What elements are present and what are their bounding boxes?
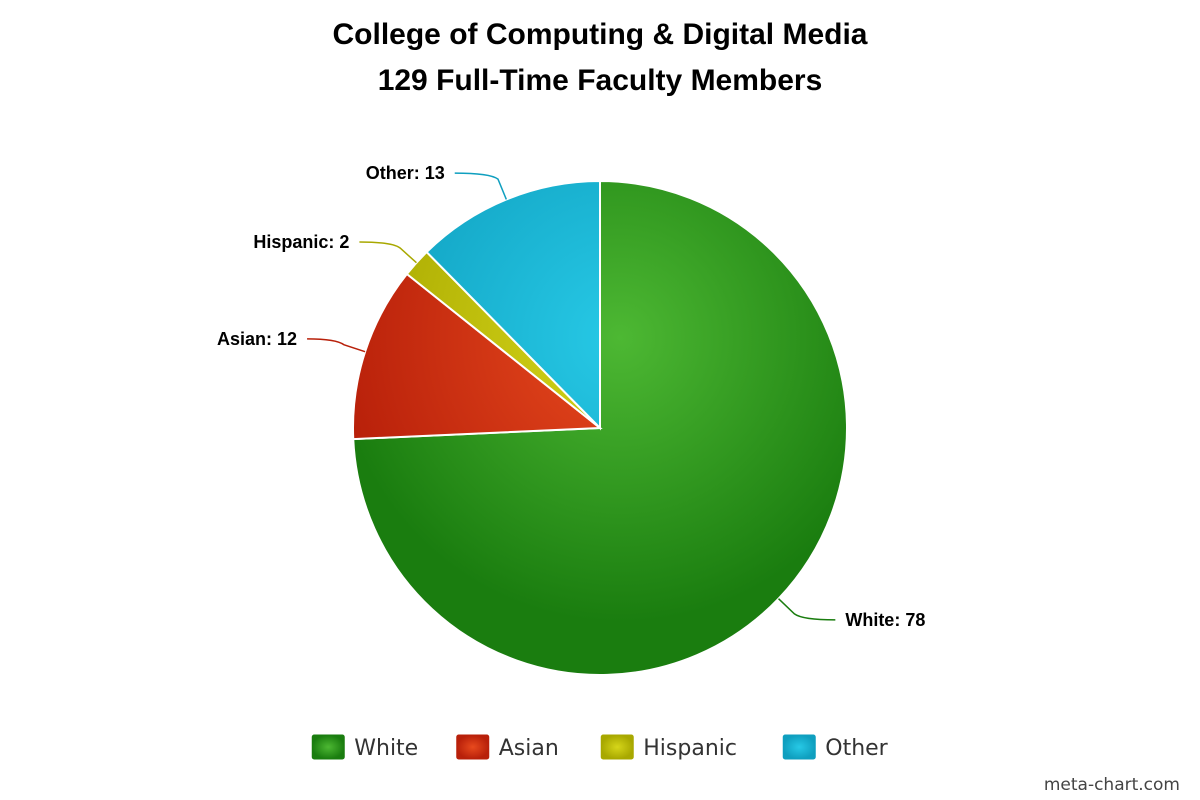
legend-swatch-asian <box>456 734 490 760</box>
pie-slices <box>352 179 848 676</box>
label-connector-hispanic <box>359 241 417 264</box>
legend-item-asian[interactable]: Asian <box>456 734 559 761</box>
label-connector-white <box>778 598 836 621</box>
legend-label-other: Other <box>825 736 888 761</box>
data-label-hispanic: Hispanic: 2 <box>253 232 349 252</box>
label-connector-asian <box>307 338 366 353</box>
chart-subtitle: 129 Full-Time Faculty Members <box>378 64 823 97</box>
legend-item-white[interactable]: White <box>311 734 418 761</box>
legend-item-other[interactable]: Other <box>782 734 889 761</box>
legend-swatch-other <box>782 734 816 760</box>
slice-labels: White: 78 Asian: 12 Hispanic: 2 Other: 13 <box>217 163 925 630</box>
pie-slice-asian[interactable] <box>352 272 603 441</box>
legend[interactable]: White Asian Hispanic Other <box>311 734 889 761</box>
credit-text: meta-chart.com <box>1044 775 1180 795</box>
legend-swatch-hispanic <box>600 734 634 760</box>
legend-label-white: White <box>354 736 418 761</box>
chart-title: College of Computing & Digital Media <box>333 18 868 51</box>
legend-item-hispanic[interactable]: Hispanic <box>600 734 737 761</box>
legend-label-hispanic: Hispanic <box>643 736 737 761</box>
legend-label-asian: Asian <box>499 736 559 761</box>
pie-slice-other[interactable] <box>425 179 601 431</box>
data-label-other: Other: 13 <box>366 163 445 183</box>
data-label-white: White: 78 <box>845 610 925 630</box>
legend-swatch-white <box>311 734 345 760</box>
label-connector-other <box>454 172 508 200</box>
data-label-asian: Asian: 12 <box>217 329 297 349</box>
